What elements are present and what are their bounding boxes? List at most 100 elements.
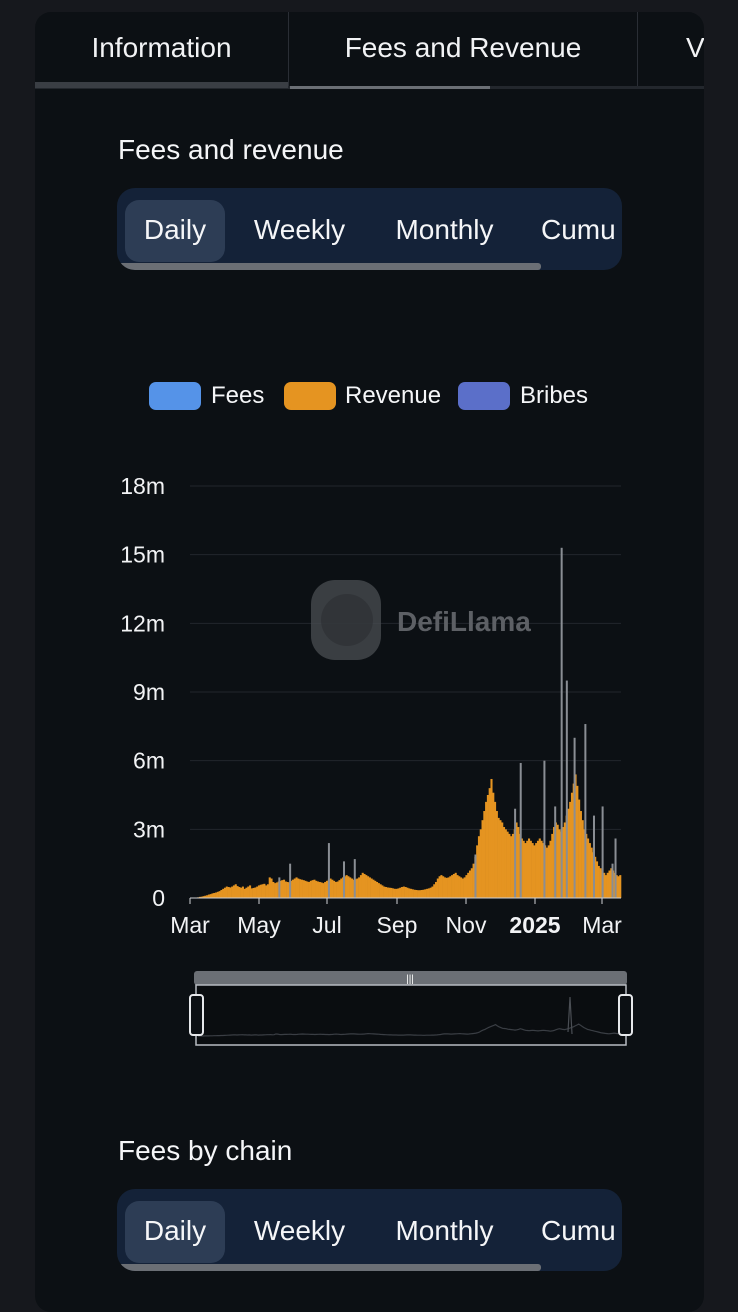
legend-revenue[interactable]: Revenue — [284, 382, 444, 412]
revenue-bar — [219, 891, 221, 898]
fees-spike — [593, 816, 595, 898]
chain-period-weekly-button[interactable]: Weekly — [237, 1201, 362, 1263]
slider-window[interactable] — [196, 985, 626, 1045]
revenue-bar — [503, 827, 505, 898]
revenue-bar — [480, 829, 482, 898]
revenue-bar — [444, 877, 446, 898]
legend-bribes-swatch — [458, 382, 510, 410]
fees-spike — [328, 843, 330, 898]
revenue-bar — [224, 888, 226, 898]
revenue-bar — [576, 786, 578, 898]
revenue-bar — [240, 888, 242, 898]
revenue-bar — [549, 841, 551, 898]
revenue-bar — [297, 879, 299, 898]
revenue-bar — [490, 779, 492, 898]
revenue-bar — [537, 841, 539, 898]
revenue-bar — [505, 829, 507, 898]
revenue-bar — [333, 881, 335, 898]
revenue-bar — [296, 877, 298, 898]
legend-fees[interactable]: Fees — [149, 382, 269, 412]
fees-spike — [354, 859, 356, 898]
tab-fees-and-revenue[interactable]: Fees and Revenue — [288, 12, 638, 86]
revenue-bar — [487, 795, 489, 898]
revenue-bar — [507, 832, 509, 898]
fees-spike — [278, 877, 280, 898]
period-scrollbar[interactable] — [117, 263, 541, 270]
revenue-bar — [501, 822, 503, 898]
revenue-bar — [217, 892, 219, 898]
revenue-bar — [322, 883, 324, 898]
revenue-bar — [349, 877, 351, 898]
period-daily-button[interactable]: Daily — [125, 200, 225, 262]
fees-spike — [520, 763, 522, 898]
chain-period-daily-button[interactable]: Daily — [125, 1201, 225, 1263]
revenue-bar — [249, 885, 251, 898]
revenue-bar — [211, 893, 213, 898]
revenue-bar — [238, 887, 240, 898]
watermark-text: DefiLlama — [397, 606, 531, 637]
revenue-bar — [498, 818, 500, 898]
revenue-bar — [381, 885, 383, 898]
revenue-bar — [415, 890, 417, 898]
tab-information[interactable]: Information — [35, 12, 288, 86]
revenue-bar — [229, 887, 231, 898]
revenue-bar — [269, 877, 271, 898]
legend-fees-swatch — [149, 382, 201, 410]
revenue-bar — [535, 843, 537, 898]
revenue-bar — [496, 811, 498, 898]
revenue-bar — [571, 793, 573, 898]
fees-spike — [514, 809, 516, 898]
revenue-bar — [376, 882, 378, 898]
chain-period-monthly-button[interactable]: Monthly — [377, 1201, 512, 1263]
revenue-bar — [363, 874, 365, 898]
revenue-bar — [222, 889, 224, 898]
period-weekly-button[interactable]: Weekly — [237, 200, 362, 262]
revenue-bar — [315, 881, 317, 898]
revenue-bar — [210, 894, 212, 898]
revenue-bar — [369, 877, 371, 898]
revenue-bar — [396, 889, 398, 898]
revenue-bar — [231, 887, 233, 898]
period-monthly-button[interactable]: Monthly — [377, 200, 512, 262]
chain-period-scrollbar[interactable] — [117, 1264, 541, 1271]
revenue-bar — [548, 845, 550, 898]
revenue-bar — [365, 875, 367, 898]
x-tick-label: Jul — [312, 912, 341, 938]
revenue-bar — [455, 873, 457, 898]
revenue-bar — [306, 882, 308, 898]
revenue-bar — [437, 879, 439, 898]
y-tick-label: 18m — [120, 473, 165, 499]
fees-by-chain-period-selector: Daily Weekly Monthly Cumu — [117, 1189, 622, 1271]
defillama-watermark: DefiLlama — [311, 580, 531, 660]
fees-spike — [615, 838, 617, 898]
revenue-bar — [524, 843, 526, 898]
revenue-bar — [448, 877, 450, 898]
revenue-bar — [460, 877, 462, 898]
revenue-bar — [256, 887, 258, 898]
revenue-bar — [340, 879, 342, 898]
period-cumulative-button[interactable]: Cumu — [527, 200, 622, 262]
revenue-bar — [508, 834, 510, 898]
revenue-bar — [598, 866, 600, 898]
revenue-bar — [489, 788, 491, 898]
tab-next-truncated[interactable]: V — [638, 12, 704, 86]
revenue-bar — [208, 895, 210, 898]
revenue-bar — [294, 879, 296, 898]
revenue-bar — [424, 889, 426, 898]
revenue-bar — [258, 885, 260, 898]
data-zoom-slider[interactable]: ||| — [190, 971, 632, 1045]
slider-handle-right[interactable] — [619, 995, 632, 1035]
revenue-bar — [362, 873, 364, 898]
revenue-bar — [464, 877, 466, 898]
revenue-bar — [564, 822, 566, 898]
revenue-bar — [442, 876, 444, 898]
revenue-bar — [446, 878, 448, 898]
slider-handle-left[interactable] — [190, 995, 203, 1035]
revenue-bar — [422, 890, 424, 898]
revenue-bar — [374, 881, 376, 898]
legend-bribes[interactable]: Bribes — [458, 382, 598, 412]
chain-period-cumulative-button[interactable]: Cumu — [527, 1201, 622, 1263]
chart-grid — [190, 486, 621, 829]
revenue-bar — [319, 882, 321, 898]
revenue-bar — [254, 887, 256, 898]
